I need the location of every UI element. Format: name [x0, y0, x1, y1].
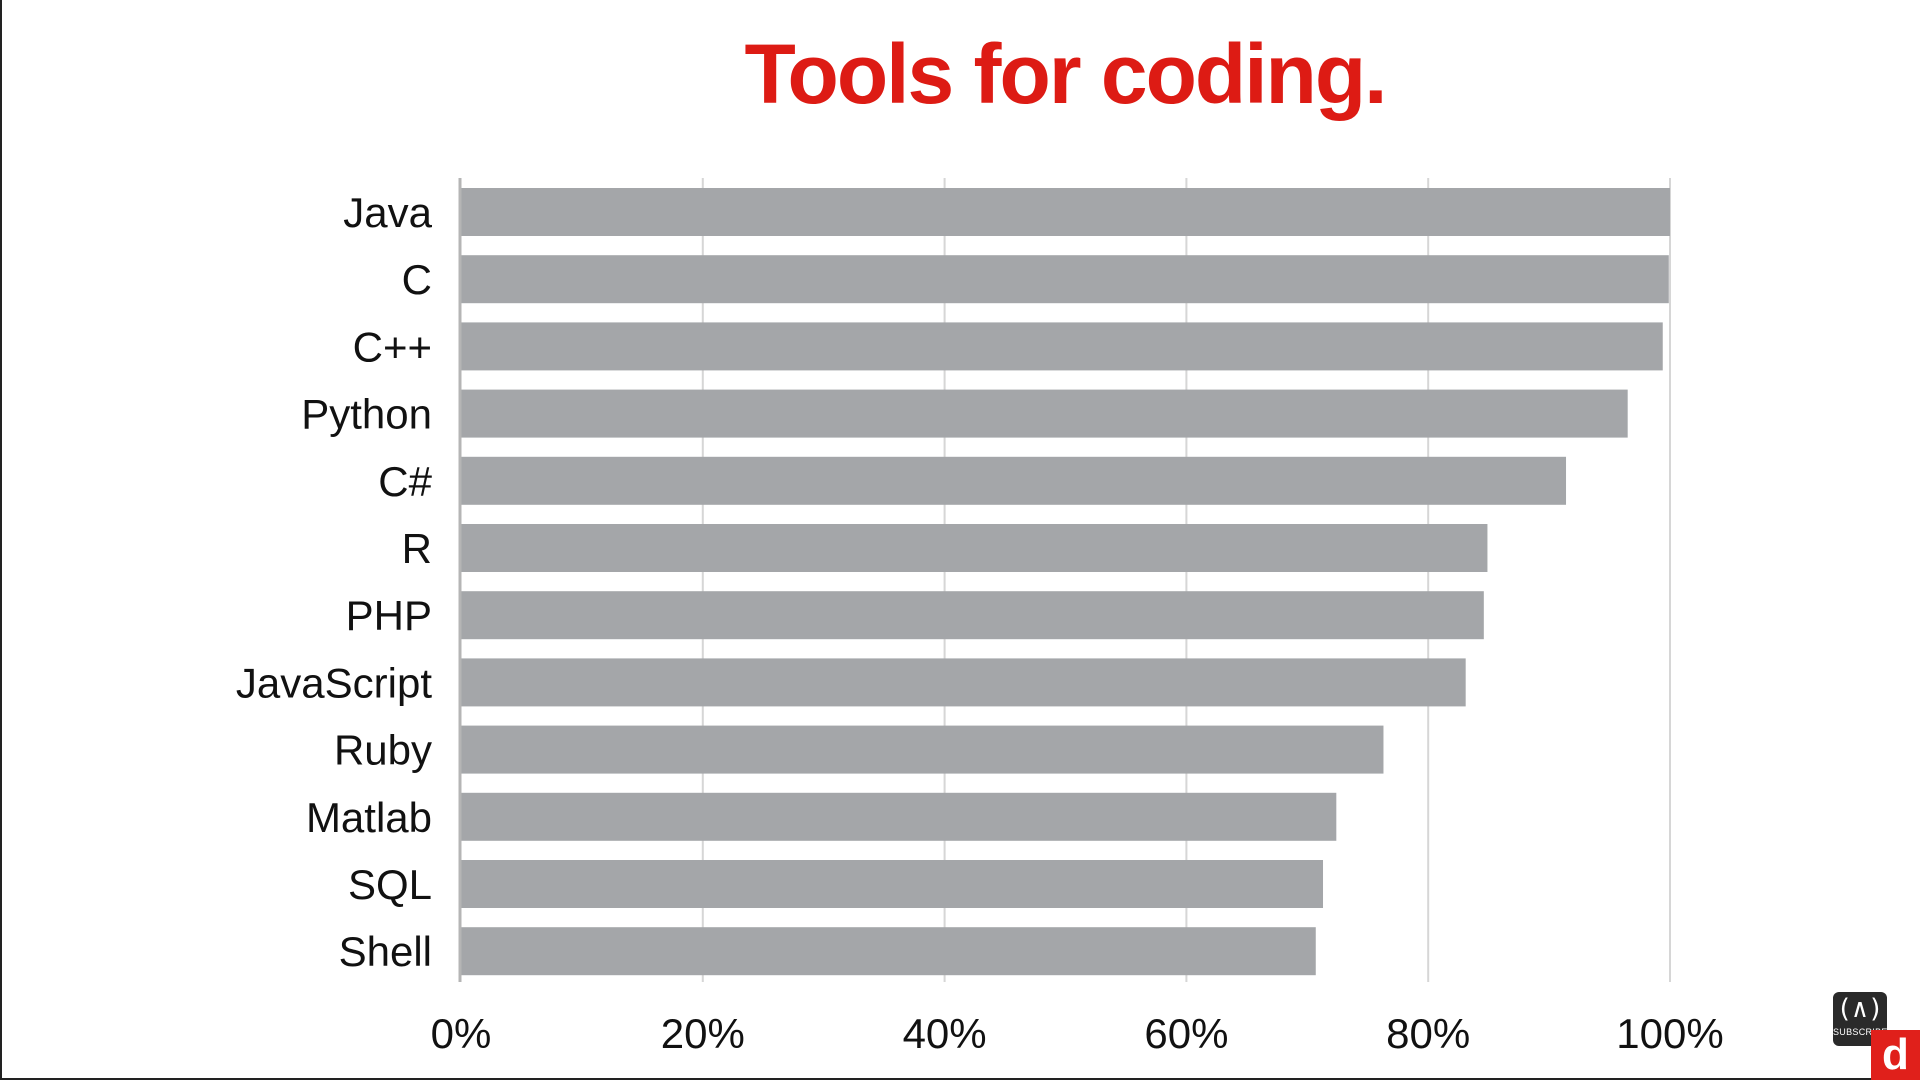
x-tick-label: 100%	[1616, 1010, 1723, 1057]
subscribe-label: SUBSCRIBE	[1833, 1027, 1888, 1037]
flame-icon: (∧)	[1836, 994, 1884, 1024]
category-labels: Java C C++ Python C# R PHP JavaScript Ruby Matlab…	[236, 189, 433, 975]
x-tick-label: 60%	[1144, 1010, 1228, 1057]
x-tick-label: 80%	[1386, 1010, 1470, 1057]
category-label: PHP	[346, 592, 432, 639]
category-label: C#	[378, 458, 432, 505]
channel-logo: d	[1871, 1030, 1920, 1080]
bar-php	[461, 591, 1484, 640]
category-label: Shell	[339, 928, 432, 975]
bar-sql	[461, 860, 1324, 908]
x-tick-label: 20%	[661, 1010, 745, 1057]
category-label: Python	[301, 391, 432, 438]
category-label: R	[402, 525, 432, 572]
category-label: C	[402, 256, 432, 303]
bar-r	[461, 524, 1488, 572]
x-tick-labels: 0% 20% 40% 60% 80% 100%	[431, 1010, 1724, 1057]
bar-shell	[461, 927, 1316, 976]
x-tick-label: 40%	[903, 1010, 987, 1057]
chart-title: Tools for coding.	[744, 27, 1387, 121]
bars	[461, 188, 1670, 976]
category-label: C++	[353, 323, 432, 370]
category-label: Java	[343, 189, 432, 236]
category-label: JavaScript	[236, 659, 432, 706]
bar-matlab	[461, 792, 1337, 841]
bar-c-	[461, 322, 1663, 371]
x-tick-label: 0%	[431, 1010, 492, 1057]
category-label: Matlab	[306, 794, 432, 841]
bar-c-	[461, 456, 1567, 505]
bar-python	[461, 389, 1628, 438]
category-label: Ruby	[334, 727, 432, 774]
grid-lines	[701, 178, 1671, 982]
bar-javascript	[461, 658, 1466, 707]
category-label: SQL	[348, 861, 432, 908]
bar-c	[461, 255, 1669, 304]
bar-ruby	[461, 725, 1384, 774]
bar-java	[461, 188, 1670, 236]
